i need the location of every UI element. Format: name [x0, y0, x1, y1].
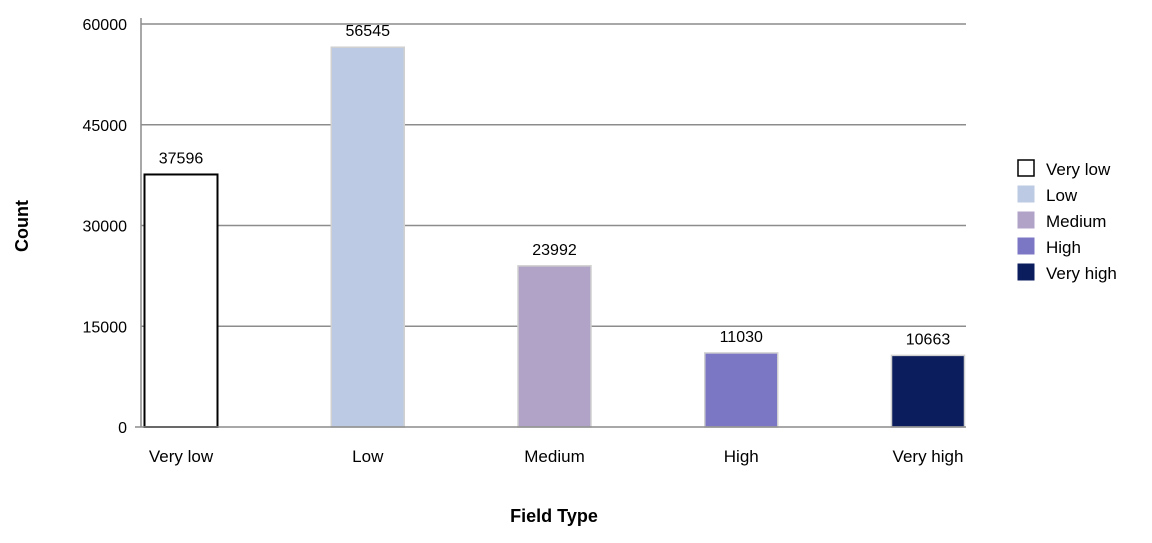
bar [890, 354, 966, 428]
legend-label: Very high [1046, 264, 1117, 283]
x-tick-label: High [724, 447, 759, 466]
bar [517, 265, 592, 428]
y-tick-label: 45000 [83, 118, 128, 135]
data-label: 11030 [720, 329, 763, 346]
data-label: 37596 [159, 150, 204, 167]
legend: Very low Low Medium High Very high [1017, 159, 1117, 283]
legend-label: High [1046, 238, 1081, 257]
data-label: 10663 [906, 331, 951, 348]
y-tick-label: 15000 [83, 319, 128, 336]
legend-swatch [1017, 185, 1035, 203]
x-axis-title: Field Type [510, 506, 598, 526]
legend-swatch [1017, 237, 1035, 255]
data-label: 23992 [532, 242, 577, 259]
x-axis-categories: Very low Low Medium High Very high [149, 447, 964, 466]
legend-swatch [1017, 159, 1035, 177]
x-tick-label: Very low [149, 447, 214, 466]
legend-label: Medium [1046, 212, 1106, 231]
bar [143, 173, 219, 428]
legend-label: Low [1046, 186, 1078, 205]
bars [143, 46, 966, 428]
legend-swatch [1017, 211, 1035, 229]
y-tick-label: 0 [118, 420, 127, 437]
y-axis-title: Count [12, 200, 32, 252]
x-tick-label: Medium [524, 447, 584, 466]
x-tick-label: Low [352, 447, 384, 466]
legend-swatch [1017, 263, 1035, 281]
x-tick-label: Very high [893, 447, 964, 466]
y-tick-label: 60000 [83, 17, 128, 34]
legend-label: Very low [1046, 160, 1111, 179]
y-axis-ticks: 0 15000 30000 45000 60000 [83, 17, 128, 437]
data-label: 56545 [346, 23, 391, 40]
bar [704, 352, 779, 428]
bar [330, 46, 405, 428]
data-labels: 37596 56545 23992 11030 10663 [159, 23, 951, 348]
y-tick-label: 30000 [83, 219, 128, 236]
